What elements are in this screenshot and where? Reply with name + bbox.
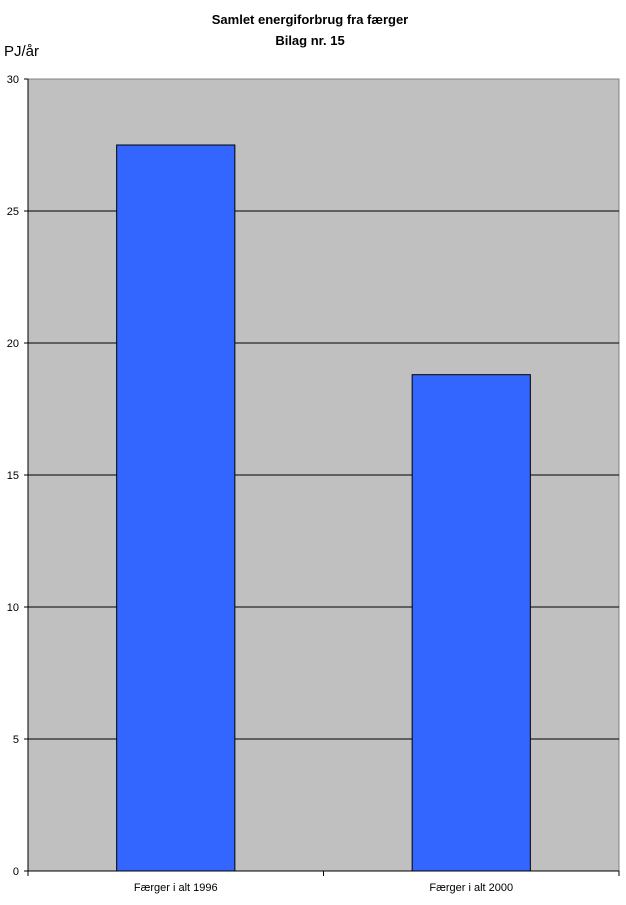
y-tick-label: 10 bbox=[7, 602, 19, 614]
x-tick-label: Færger i alt 1996 bbox=[134, 882, 218, 894]
bar bbox=[411, 374, 531, 872]
y-tick-label: 25 bbox=[7, 206, 19, 218]
y-tick-label: 20 bbox=[7, 338, 19, 350]
y-tick-label: 0 bbox=[13, 866, 19, 878]
bar bbox=[116, 144, 236, 872]
y-tick-label: 30 bbox=[7, 74, 19, 86]
y-tick-label: 5 bbox=[13, 734, 19, 746]
y-axis-label: PJ/år bbox=[4, 43, 39, 60]
chart-subtitle: Bilag nr. 15 bbox=[275, 33, 344, 48]
y-tick-label: 15 bbox=[7, 470, 19, 482]
x-tick-label: Færger i alt 2000 bbox=[429, 882, 513, 894]
chart-title: Samlet energiforbrug fra færger bbox=[212, 12, 409, 27]
